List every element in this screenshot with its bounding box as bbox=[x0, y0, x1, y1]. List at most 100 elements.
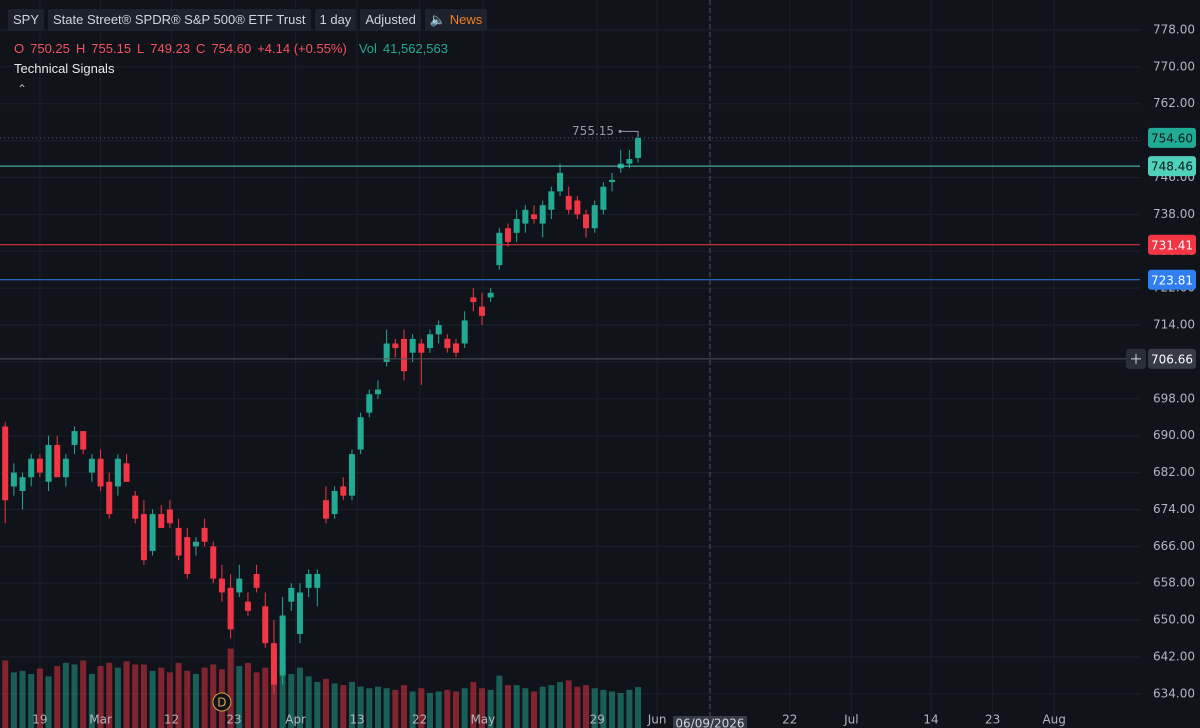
candle-body bbox=[88, 458, 95, 473]
candle-body bbox=[531, 214, 538, 219]
volume-bar bbox=[288, 673, 295, 728]
volume-bar bbox=[88, 673, 95, 728]
volume-bar bbox=[10, 672, 17, 728]
candle-body bbox=[192, 541, 199, 547]
volume-bar bbox=[175, 662, 182, 728]
interval[interactable]: 1 day bbox=[314, 9, 357, 31]
candle-body bbox=[591, 205, 598, 229]
price-line-badge: 731.41 bbox=[1151, 238, 1193, 252]
candle-body bbox=[635, 137, 642, 158]
candle-body bbox=[374, 389, 381, 395]
candle-body bbox=[392, 343, 399, 349]
volume-bar bbox=[409, 691, 416, 728]
volume-bar bbox=[71, 664, 78, 728]
volume-bar bbox=[314, 681, 321, 728]
ohlc-key: O bbox=[14, 41, 25, 56]
crosshair-time-label: 06/09/2026 bbox=[675, 717, 744, 728]
legend-bar: SPY State Street® SPDR® S&P 500® ETF Tru… bbox=[8, 9, 488, 31]
candle-body bbox=[522, 209, 529, 224]
high-pointer bbox=[620, 130, 639, 137]
technical-signals[interactable]: Technical Signals bbox=[14, 61, 115, 76]
candle-body bbox=[383, 343, 390, 362]
crosshair-time-bg bbox=[673, 716, 748, 728]
news-button[interactable]: 🔈 News bbox=[424, 9, 488, 31]
volume-bar bbox=[158, 667, 165, 728]
volume-bar bbox=[513, 685, 520, 728]
y-tick-label: 770.00 bbox=[1153, 59, 1195, 73]
x-tick-label: 19 bbox=[32, 713, 47, 727]
volume-bar bbox=[54, 666, 61, 728]
y-tick-label: 666.00 bbox=[1153, 539, 1195, 553]
x-tick-label: Jun bbox=[647, 713, 667, 727]
volume-key: Vol bbox=[358, 41, 377, 56]
price-line-badge-bg bbox=[1148, 234, 1196, 255]
candle-body bbox=[244, 601, 251, 611]
volume-bar bbox=[539, 686, 546, 728]
candle-body bbox=[158, 514, 165, 528]
candle-body bbox=[366, 394, 373, 413]
candle-body bbox=[106, 481, 113, 515]
volume-bar bbox=[374, 686, 381, 728]
volume-bar bbox=[392, 689, 399, 728]
volume-bar bbox=[45, 676, 52, 728]
candle-body bbox=[487, 292, 494, 298]
volume-bar bbox=[106, 662, 113, 728]
volume-bar bbox=[227, 648, 234, 728]
candle-body bbox=[418, 343, 425, 353]
volume-bar bbox=[505, 685, 512, 728]
instrument-name[interactable]: State Street® SPDR® S&P 500® ETF Trust bbox=[48, 9, 311, 31]
candle-body bbox=[557, 172, 564, 192]
volume-bar bbox=[210, 664, 217, 728]
high-label: 755.15 bbox=[572, 124, 614, 138]
candle-body bbox=[201, 527, 208, 542]
x-tick-label: May bbox=[470, 713, 495, 727]
volume-bar bbox=[496, 675, 503, 728]
collapse-caret[interactable]: ⌃ bbox=[17, 82, 28, 96]
x-tick-label: 12 bbox=[164, 713, 179, 727]
candle-body bbox=[19, 477, 26, 492]
volume-bar bbox=[487, 689, 494, 728]
ohlc-key: C bbox=[196, 41, 206, 56]
price-line-badge-bg bbox=[1148, 269, 1196, 290]
candle-body bbox=[80, 431, 87, 450]
adjustment[interactable]: Adjusted bbox=[360, 9, 421, 31]
volume-bar bbox=[253, 672, 260, 728]
candle-body bbox=[62, 458, 69, 478]
volume-bar bbox=[357, 686, 364, 728]
volume-bar bbox=[600, 689, 607, 728]
volume-bar bbox=[522, 688, 529, 728]
y-tick-label: 650.00 bbox=[1153, 613, 1195, 627]
volume-bar bbox=[114, 667, 121, 728]
ohlc-value: 749.23 bbox=[150, 41, 191, 56]
high-dot bbox=[618, 129, 622, 133]
candle-body bbox=[435, 325, 442, 335]
volume-bar bbox=[262, 667, 269, 728]
candle-body bbox=[45, 444, 52, 482]
candle-body bbox=[600, 186, 607, 210]
volume-bar bbox=[591, 688, 598, 728]
crosshair-price-badge: 706.66 bbox=[1151, 352, 1193, 366]
volume-bar bbox=[617, 693, 624, 728]
candle-body bbox=[348, 454, 355, 496]
symbol[interactable]: SPY bbox=[8, 9, 45, 31]
y-tick-label: 642.00 bbox=[1153, 649, 1195, 663]
volume-bar bbox=[80, 660, 87, 728]
event-marker bbox=[212, 692, 232, 712]
candle-body bbox=[470, 297, 477, 302]
candle-body bbox=[97, 458, 104, 487]
y-tick-label: 762.00 bbox=[1153, 96, 1195, 110]
candle-body bbox=[609, 179, 616, 183]
ohlc-key: L bbox=[137, 41, 145, 56]
candle-body bbox=[2, 426, 9, 501]
x-tick-label: Aug bbox=[1042, 713, 1065, 727]
candle-body bbox=[400, 338, 407, 372]
x-tick-label: 29 bbox=[590, 713, 605, 727]
candle-body bbox=[210, 546, 217, 579]
volume-bar bbox=[470, 681, 477, 728]
candle-body bbox=[565, 195, 572, 210]
volume-bar bbox=[2, 660, 9, 728]
y-tick-label: 682.00 bbox=[1153, 465, 1195, 479]
add-alert-button[interactable] bbox=[1126, 348, 1146, 369]
volume-bar bbox=[331, 683, 338, 728]
